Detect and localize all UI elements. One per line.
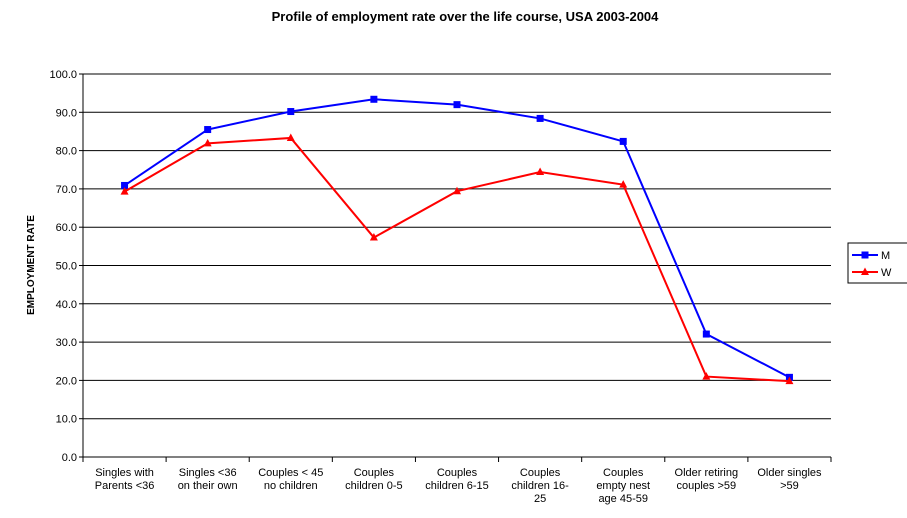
data-point-W xyxy=(536,167,545,176)
x-category-label-line: Singles with xyxy=(95,467,154,479)
legend-marker-W xyxy=(861,267,869,275)
x-category-label: Couples children 0-5 xyxy=(345,467,402,492)
x-category-label-line: Couples xyxy=(354,467,395,479)
y-tick-label: 50.0 xyxy=(56,261,77,273)
x-category-label-line: Couples < 45 xyxy=(258,467,323,479)
x-category-label-line: 25 xyxy=(534,493,546,505)
x-category-label-line: Couples xyxy=(603,467,644,479)
data-point-M xyxy=(370,95,378,103)
series-line-M xyxy=(123,98,790,379)
x-category-labels: Singles with Parents <36 Singles <36 on the… xyxy=(95,467,822,505)
x-category-label: Singles <36 on their own xyxy=(178,467,238,492)
x-category-label-line: children 6-15 xyxy=(425,480,489,492)
x-category-label: Older retiring couples >59 xyxy=(675,467,739,492)
axes xyxy=(79,73,832,462)
data-point-M xyxy=(702,330,710,338)
chart-title: Profile of employment rate over the life… xyxy=(272,9,660,24)
y-tick-label: 10.0 xyxy=(56,414,77,426)
x-category-label: Couples children 6-15 xyxy=(425,467,489,492)
y-tick-label: 90.0 xyxy=(56,107,77,119)
y-tick-label: 80.0 xyxy=(56,146,77,158)
gridlines xyxy=(83,73,831,420)
x-category-label-line: Couples xyxy=(437,467,478,479)
x-category-label: Singles with Parents <36 xyxy=(95,467,155,492)
legend-box xyxy=(847,242,907,284)
x-category-label-line: >59 xyxy=(780,480,799,492)
data-point-M xyxy=(287,108,295,116)
data-point-W xyxy=(120,187,129,195)
x-category-label-line: children 0-5 xyxy=(345,480,402,492)
x-category-label-line: Couples xyxy=(520,467,561,479)
x-category-label-line: Older retiring xyxy=(675,467,739,479)
y-tick-label: 70.0 xyxy=(56,184,77,196)
x-category-label: Older singles >59 xyxy=(757,467,822,492)
legend-marker-M xyxy=(861,251,869,259)
x-category-label-line: Singles <36 xyxy=(179,467,237,479)
x-category-label-line: couples >59 xyxy=(677,480,737,492)
y-tick-label: 20.0 xyxy=(56,375,77,387)
y-tick-label: 40.0 xyxy=(56,299,77,311)
x-category-label-line: Older singles xyxy=(757,467,822,479)
x-category-label-line: on their own xyxy=(178,480,238,492)
data-point-M xyxy=(536,114,544,122)
data-point-W xyxy=(286,133,295,141)
series-line-W xyxy=(124,136,790,383)
x-category-label-line: age 45-59 xyxy=(598,493,648,505)
y-tick-label: 30.0 xyxy=(56,337,77,349)
data-point-W xyxy=(619,180,628,188)
data-point-W xyxy=(702,372,711,380)
data-point-M xyxy=(453,101,461,109)
data-point-M xyxy=(204,126,212,134)
series-lines xyxy=(120,95,794,385)
data-point-M xyxy=(121,181,129,189)
data-point-W xyxy=(785,376,794,385)
y-tick-label: 100.0 xyxy=(49,69,77,81)
x-category-label-line: empty nest xyxy=(596,480,650,492)
y-tick-label: 60.0 xyxy=(56,222,77,234)
y-tick-labels: 0.0 10.0 20.0 30.0 40.0 50.0 60.0 70.0 80.0 90.0 1… xyxy=(49,69,77,464)
data-point-W xyxy=(453,186,461,195)
y-axis-label: EMPLOYMENT RATE xyxy=(26,215,37,315)
x-category-label: Couples empty nest age 45-59 xyxy=(596,467,650,505)
data-point-M xyxy=(619,137,627,145)
y-tick-label: 0.0 xyxy=(62,452,77,464)
x-category-label-line: children 16- xyxy=(511,480,569,492)
legend-label-M: M xyxy=(881,250,890,262)
x-category-label: Couples children 16-25 xyxy=(511,467,569,505)
data-point-W xyxy=(369,233,378,241)
data-point-W xyxy=(203,138,212,147)
legend-label-W: W xyxy=(881,267,892,279)
x-category-label-line: Parents <36 xyxy=(95,480,155,492)
legend: MW xyxy=(847,242,907,284)
x-category-label: Couples < 45 no children xyxy=(258,467,323,492)
x-category-label-line: no children xyxy=(264,480,318,492)
